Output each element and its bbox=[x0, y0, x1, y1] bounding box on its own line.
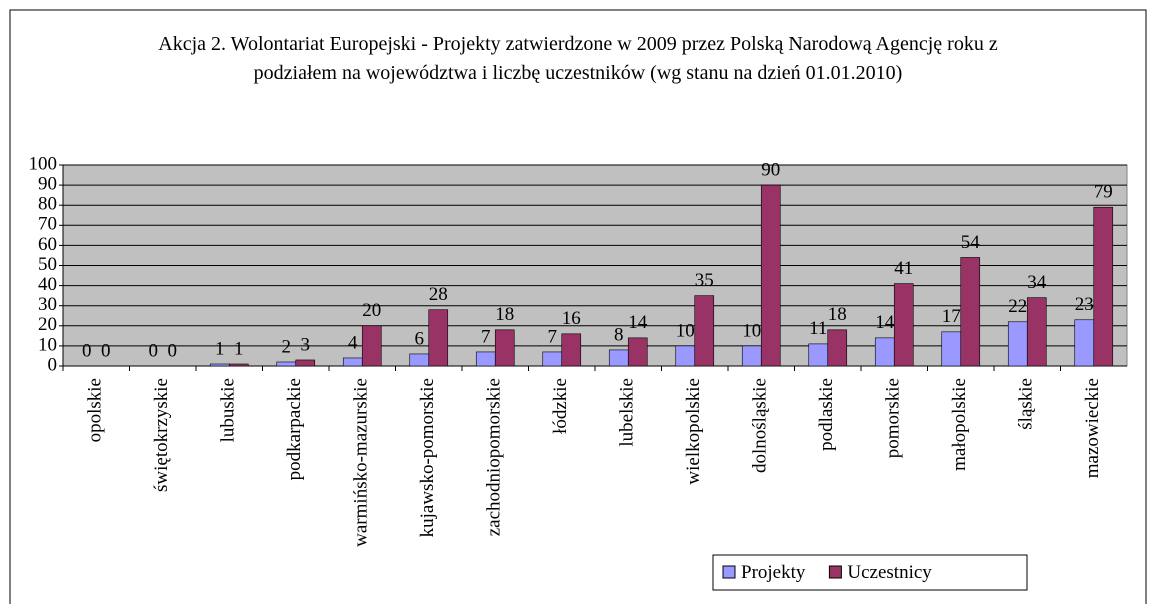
bar bbox=[1093, 206, 1114, 367]
legend-swatch bbox=[722, 565, 736, 579]
value-label: 0 bbox=[82, 340, 92, 361]
value-label: 1 bbox=[234, 338, 244, 359]
bar bbox=[342, 357, 363, 367]
y-tick-label: 0 bbox=[48, 354, 58, 375]
x-tick-label: opolskie bbox=[85, 378, 106, 442]
bar bbox=[1026, 297, 1047, 367]
bar bbox=[475, 351, 496, 367]
y-tick-label: 30 bbox=[38, 294, 57, 315]
x-tick-label: lubelskie bbox=[617, 378, 638, 447]
x-tick-label: kujawsko-pomorskie bbox=[417, 378, 438, 537]
y-tick-label: 100 bbox=[29, 153, 58, 174]
value-label: 54 bbox=[961, 232, 981, 253]
x-tick-label: zachodniopomorskie bbox=[484, 378, 505, 536]
value-label: 2 bbox=[282, 336, 292, 357]
bar bbox=[494, 329, 515, 367]
bar bbox=[694, 295, 715, 367]
value-label: 10 bbox=[676, 320, 695, 341]
bar bbox=[874, 337, 895, 367]
value-label: 14 bbox=[875, 312, 895, 333]
value-label: 0 bbox=[101, 340, 111, 361]
bar bbox=[409, 353, 430, 367]
value-label: 23 bbox=[1075, 294, 1094, 315]
y-tick-label: 50 bbox=[38, 254, 57, 275]
value-label: 20 bbox=[362, 300, 381, 321]
value-label: 7 bbox=[548, 326, 558, 347]
value-label: 0 bbox=[149, 340, 159, 361]
bar bbox=[760, 184, 781, 367]
y-tick-label: 10 bbox=[38, 334, 57, 355]
value-label: 6 bbox=[415, 328, 425, 349]
x-tick-label: łódzkie bbox=[550, 378, 571, 434]
value-label: 28 bbox=[429, 284, 448, 305]
y-tick-label: 20 bbox=[38, 314, 57, 335]
x-tick-label: lubuskie bbox=[218, 378, 239, 442]
bar bbox=[627, 337, 648, 367]
bar bbox=[675, 345, 696, 367]
value-label: 18 bbox=[495, 304, 514, 325]
bar bbox=[741, 345, 762, 367]
legend-label: Projekty bbox=[741, 562, 806, 583]
value-label: 16 bbox=[562, 308, 581, 329]
x-tick-label: dolnośląskie bbox=[750, 378, 771, 473]
value-label: 8 bbox=[614, 324, 624, 345]
value-label: 22 bbox=[1008, 296, 1027, 317]
y-tick-label: 90 bbox=[38, 173, 57, 194]
bar bbox=[1007, 321, 1028, 367]
x-tick-label: świętokrzyskie bbox=[151, 378, 172, 492]
bar bbox=[941, 331, 962, 367]
bar bbox=[428, 309, 449, 367]
value-label: 10 bbox=[742, 320, 761, 341]
value-label: 4 bbox=[348, 332, 358, 353]
bar bbox=[361, 325, 382, 367]
y-tick-label: 40 bbox=[38, 274, 57, 295]
y-tick-label: 60 bbox=[38, 234, 57, 255]
x-tick-label: warmińsko-mazurskie bbox=[351, 378, 372, 547]
bar bbox=[542, 351, 563, 367]
value-label: 7 bbox=[481, 326, 491, 347]
x-tick-label: podkarpackie bbox=[284, 378, 305, 480]
x-tick-label: wielkopolskie bbox=[683, 378, 704, 485]
bar bbox=[561, 333, 582, 367]
value-label: 90 bbox=[761, 159, 780, 180]
value-label: 0 bbox=[168, 340, 178, 361]
bar bbox=[228, 363, 249, 367]
bar bbox=[827, 329, 848, 367]
value-label: 34 bbox=[1027, 272, 1047, 293]
value-label: 79 bbox=[1094, 182, 1113, 203]
chart-title: Akcja 2. Wolontariat Europejski - Projek… bbox=[158, 33, 998, 84]
value-label: 41 bbox=[894, 258, 913, 279]
value-label: 3 bbox=[301, 334, 311, 355]
value-label: 17 bbox=[942, 306, 961, 327]
bar bbox=[808, 343, 829, 367]
y-tick-label: 80 bbox=[38, 194, 57, 215]
bar bbox=[960, 257, 981, 367]
y-tick-label: 70 bbox=[38, 214, 57, 235]
value-label: 11 bbox=[809, 318, 827, 339]
value-label: 18 bbox=[828, 304, 847, 325]
chart-frame bbox=[9, 9, 1147, 604]
x-tick-label: małopolskie bbox=[949, 378, 970, 471]
value-label: 35 bbox=[695, 270, 714, 291]
x-tick-label: pomorskie bbox=[883, 378, 904, 458]
value-label: 1 bbox=[215, 338, 225, 359]
x-tick-label: mazowieckie bbox=[1082, 378, 1103, 478]
bar bbox=[893, 283, 914, 367]
bar bbox=[209, 363, 230, 367]
legend-label: Uczestnicy bbox=[847, 562, 932, 583]
bar bbox=[295, 359, 316, 367]
bar bbox=[1074, 319, 1095, 367]
legend-box bbox=[712, 554, 1028, 591]
bar bbox=[608, 349, 629, 367]
bar bbox=[276, 361, 297, 367]
legend-swatch bbox=[828, 565, 842, 579]
value-label: 14 bbox=[628, 312, 648, 333]
x-tick-label: śląskie bbox=[1016, 378, 1037, 430]
x-tick-label: podlaskie bbox=[816, 378, 837, 451]
